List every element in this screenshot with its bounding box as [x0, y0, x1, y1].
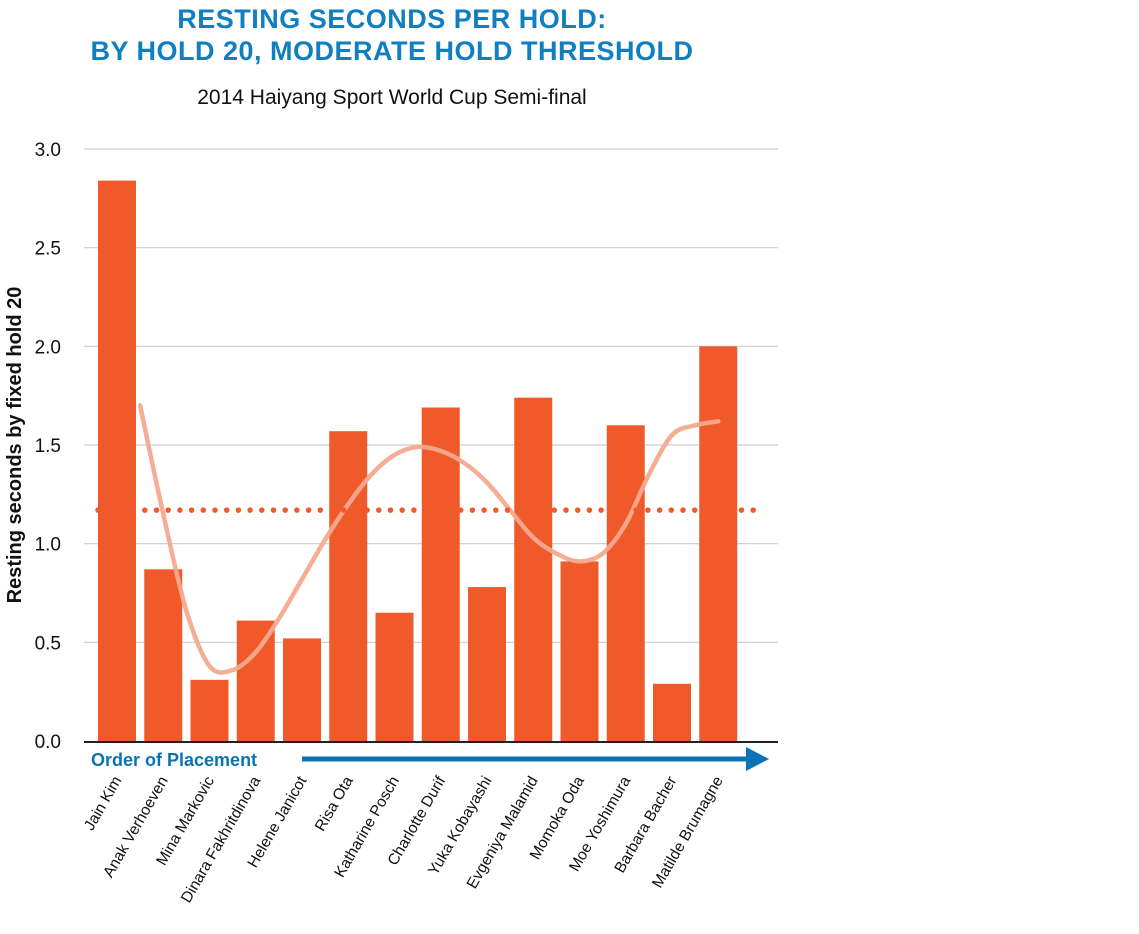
bar: [606, 425, 645, 741]
y-tick-label: 1.0: [35, 535, 61, 556]
x-category-label: Risa Ota: [312, 773, 357, 834]
chart-title-line-2: BY HOLD 20, MODERATE HOLD THRESHOLD: [90, 36, 693, 66]
placement-arrow-head: [746, 747, 769, 771]
chart-subtitle: 2014 Haiyang Sport World Cup Semi-final: [197, 86, 586, 109]
y-tick-labels: 0.0 0.5 1.0 1.5 2.0 2.5 3.0: [35, 140, 61, 753]
bars: [98, 180, 738, 741]
bar: [421, 407, 460, 741]
bar: [560, 561, 599, 741]
bar: [699, 346, 738, 741]
y-tick-label: 0.5: [35, 633, 61, 654]
bar: [329, 431, 368, 741]
y-tick-label: 2.5: [35, 239, 61, 260]
bar: [190, 679, 229, 741]
bar: [653, 683, 691, 741]
bar: [375, 612, 414, 741]
bar: [468, 587, 506, 741]
y-tick-label: 3.0: [35, 140, 61, 161]
x-category-label: Jain Kim: [81, 774, 125, 834]
y-tick-label: 1.5: [35, 436, 61, 457]
x-axis-title: Order of Placement: [91, 750, 257, 770]
y-tick-label: 2.0: [35, 337, 61, 358]
bar: [283, 638, 321, 741]
placement-label-backdrop: [86, 746, 300, 772]
y-axis-title: Resting seconds by fixed hold 20: [4, 287, 26, 604]
bar: [236, 620, 275, 741]
chart-title-line-1: RESTING SECONDS PER HOLD:: [177, 4, 607, 34]
trend-line-group: [137, 403, 721, 675]
y-tick-label: 0.0: [35, 732, 61, 753]
bar: [144, 569, 183, 741]
bar: [514, 397, 553, 741]
bar: [98, 180, 136, 741]
trend-line: [137, 403, 721, 675]
